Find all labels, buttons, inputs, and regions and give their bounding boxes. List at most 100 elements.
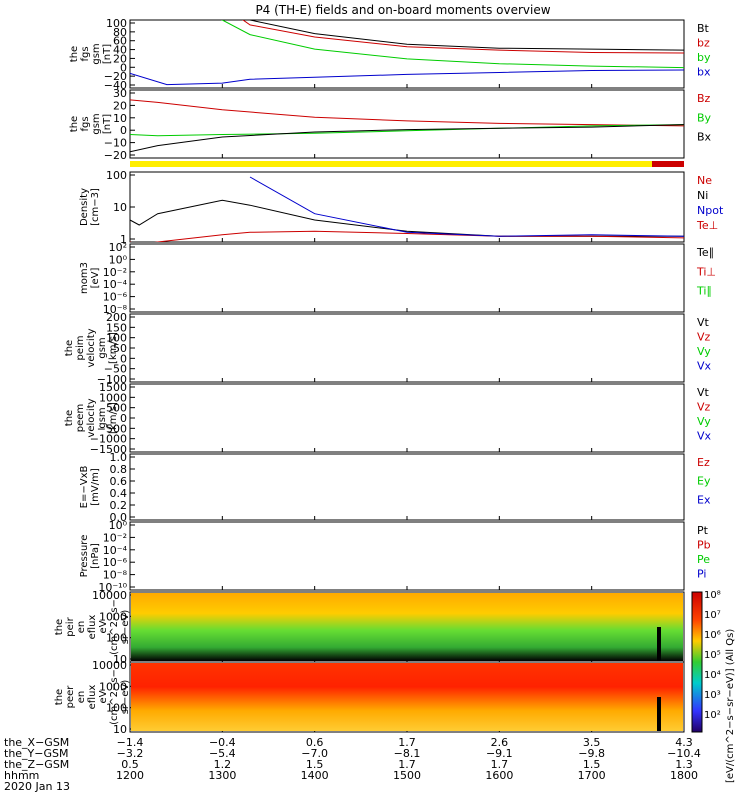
series-line-by	[220, 20, 684, 69]
y-axis-label: (cm^2−s−	[109, 599, 120, 655]
y-axis-label: [km/s]	[108, 402, 119, 434]
legend-entry: Pe	[697, 553, 710, 566]
y-tick-label: 50	[113, 342, 127, 355]
y-tick-label: 80	[113, 26, 127, 39]
x-row-value: −1.4	[117, 736, 144, 749]
x-row-label: the_X−GSM	[4, 736, 69, 749]
y-axis-label: eV	[98, 690, 109, 703]
legend-entry: Ne	[697, 174, 712, 187]
legend-entry: Vz	[697, 331, 711, 344]
y-tick-label: −1000	[90, 433, 127, 446]
y-axis-label: sr−eV)	[120, 680, 131, 715]
legend-entry: Ey	[697, 475, 711, 488]
y-tick-label: 500	[106, 402, 127, 415]
y-axis-label: the	[64, 340, 75, 356]
colorbar-tick-label: 10⁸	[704, 590, 721, 601]
y-tick-label: −10	[104, 137, 127, 150]
x-row-value: 4.3	[675, 736, 693, 749]
y-axis-label: peim	[75, 335, 86, 360]
legend-entry: bx	[697, 66, 711, 79]
y-axis-label: [mV/m]	[90, 468, 101, 506]
y-axis-label: fgs	[80, 46, 91, 61]
legend-entry: Vt	[697, 386, 710, 399]
y-axis-label: en	[76, 621, 87, 634]
x-row-value: 2.6	[491, 736, 509, 749]
panel-frame	[129, 453, 685, 521]
y-tick-label: 10⁰	[109, 253, 128, 266]
y-axis-label: peer	[65, 685, 76, 709]
data-gap-bar	[657, 697, 661, 731]
x-row-value: 0.5	[121, 758, 139, 771]
colorbar-tick-label: 10⁴	[704, 670, 721, 681]
x-axis-annotation: the_X−GSM −1.4 −0.4 0.6 1.7 2.6 3.5 4.3 the_Y−GS…	[4, 736, 701, 793]
y-tick-label: 10⁻²	[103, 531, 127, 544]
panel-p10: 10000 1000 100 10 the peer en eflux eV (cm^2−s− sr…	[54, 659, 685, 736]
y-tick-label: 1000	[99, 610, 127, 623]
x-row-value: 1300	[208, 769, 236, 782]
y-axis-label: en	[76, 691, 87, 704]
x-row-value: 1.3	[675, 758, 693, 771]
series-line-bz	[242, 20, 684, 54]
spectrogram	[131, 663, 683, 731]
y-tick-label: 0.0	[110, 511, 128, 524]
series-line-Ne	[130, 230, 684, 242]
y-axis-label: eflux	[87, 615, 98, 640]
y-tick-label: 100	[106, 169, 127, 182]
legend-entry: Pt	[697, 524, 709, 537]
y-axis-label: eV	[98, 620, 109, 633]
legend-entry: Vy	[697, 415, 711, 428]
x-row-value: 1.5	[583, 758, 601, 771]
legend-entry: Vx	[697, 430, 712, 443]
y-axis-label: mom3	[79, 262, 90, 294]
y-tick-label: 20	[113, 99, 127, 112]
series-line-By	[130, 124, 684, 137]
x-row-value: 0.6	[306, 736, 324, 749]
y-tick-label: 0.8	[110, 463, 128, 476]
panel-frame	[129, 19, 685, 89]
y-tick-label: 10⁻⁴	[103, 278, 128, 291]
series-line-Bt	[249, 20, 684, 51]
x-row-value: −10.4	[667, 747, 701, 760]
y-tick-label: 0.6	[110, 475, 128, 488]
y-axis-label: the	[54, 689, 65, 705]
legend-entry: Bz	[697, 92, 711, 105]
panel-p3: 100 10 1 Density [cm−3] Ne Ni Npot Te⊥	[79, 169, 724, 246]
y-tick-label: 0	[120, 352, 127, 365]
panel-frame	[129, 521, 685, 591]
y-axis-label: velocity	[86, 328, 97, 367]
y-axis-label: the	[69, 46, 80, 62]
y-axis-label: [cm−3]	[90, 188, 101, 226]
x-row-value: −9.8	[578, 747, 605, 760]
y-axis-label: fgs	[80, 116, 91, 131]
y-tick-label: 150	[106, 321, 127, 334]
y-axis-label: eflux	[87, 685, 98, 710]
x-row-value: 1600	[485, 769, 513, 782]
x-row-value: −0.4	[209, 736, 236, 749]
series-line-Bz	[130, 99, 684, 127]
date-label: 2020 Jan 13	[4, 780, 70, 793]
y-tick-label: −20	[104, 70, 127, 83]
y-tick-label: 30	[113, 87, 127, 100]
legend-entry: Ni	[697, 189, 708, 202]
series-line-bx	[130, 69, 684, 86]
y-axis-label: E=−VxB	[79, 466, 90, 509]
colorbar-tick-label: 10²	[704, 710, 721, 721]
y-axis-label: the	[64, 410, 75, 426]
panel-frame	[129, 243, 685, 313]
y-axis-label: [eV]	[90, 268, 101, 289]
colorbar-tick-label: 10⁶	[704, 630, 721, 641]
status-bar-red	[652, 161, 684, 167]
y-tick-label: 100	[106, 632, 127, 645]
x-row-label: the_Y−GSM	[4, 747, 69, 760]
x-row-value: −8.1	[394, 747, 421, 760]
legend-entry: Vz	[697, 401, 711, 414]
data-gap-bar	[657, 627, 661, 661]
y-axis-label: [nT]	[102, 44, 113, 64]
x-row-value: 1700	[578, 769, 606, 782]
y-tick-label: −1500	[90, 443, 127, 456]
